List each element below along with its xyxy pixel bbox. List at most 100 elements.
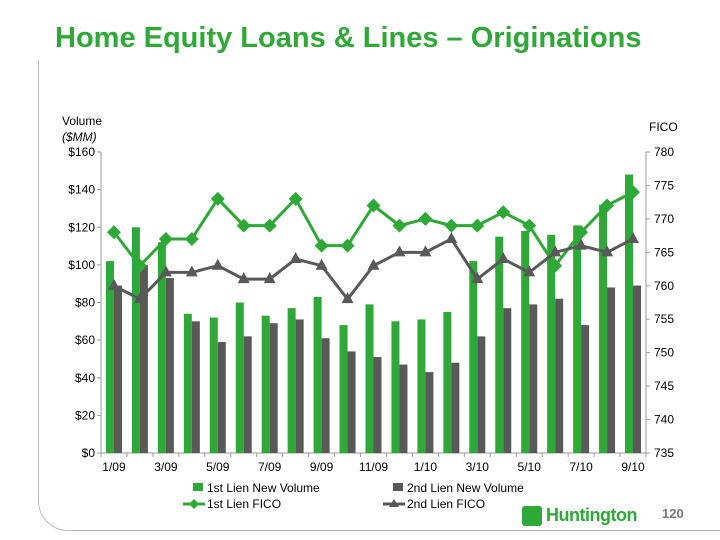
bar-2nd-lien	[139, 264, 148, 453]
bar-1st-lien	[209, 317, 218, 453]
diamond-marker	[288, 191, 303, 206]
x-tick-label: 5/10	[518, 460, 542, 474]
bar-1st-lien	[625, 174, 634, 453]
diamond-marker	[366, 198, 381, 213]
triangle-marker	[263, 272, 276, 284]
triangle-marker	[549, 245, 562, 257]
y-right-label: FICO	[649, 120, 678, 134]
bar-2nd-lien	[529, 304, 538, 453]
x-tick-label: 11/09	[359, 460, 388, 474]
y-left-tick-label: $40	[75, 371, 95, 385]
bar-2nd-lien	[347, 351, 356, 453]
y-right-tick-label: 770	[654, 212, 674, 226]
y-right-tick-label: 735	[654, 446, 674, 460]
diamond-marker	[626, 185, 641, 200]
y-left-tick-label: $160	[68, 145, 95, 159]
y-right-tick-label: 750	[654, 346, 674, 360]
bar-2nd-lien	[269, 323, 278, 453]
legend-label: 1st Lien FICO	[207, 497, 281, 511]
diamond-marker	[600, 198, 615, 213]
triangle-marker	[367, 258, 380, 270]
bar-2nd-lien	[373, 357, 382, 453]
x-tick-label: 7/10	[569, 460, 593, 474]
diamond-marker	[184, 231, 199, 246]
y-right-tick-label: 765	[654, 245, 674, 259]
x-tick-label: 1/10	[414, 460, 438, 474]
diamond-marker	[132, 258, 147, 273]
bar-1st-lien	[599, 204, 608, 453]
y-left-tick-label: $60	[75, 333, 95, 347]
legend-swatch	[393, 483, 403, 491]
y-right-tick-label: 745	[654, 379, 674, 393]
y-left-label: Volume	[62, 114, 103, 128]
diamond-marker	[340, 238, 355, 253]
bar-2nd-lien	[295, 319, 304, 453]
triangle-marker	[289, 252, 302, 264]
bar-1st-lien	[417, 319, 426, 453]
y-right-tick-label: 740	[654, 413, 674, 427]
bar-1st-lien	[183, 313, 192, 453]
triangle-marker	[523, 265, 536, 277]
legend-label: 2nd Lien New Volume	[407, 481, 524, 495]
bar-1st-lien	[547, 234, 556, 453]
triangle-marker	[497, 252, 510, 264]
diamond-marker	[574, 225, 589, 240]
bar-1st-lien	[573, 225, 582, 453]
triangle-marker	[107, 278, 120, 290]
triangle-marker	[315, 258, 328, 270]
bar-1st-lien	[391, 321, 400, 453]
bar-2nd-lien	[243, 336, 252, 453]
page-number: 120	[662, 506, 684, 521]
triangle-marker	[133, 292, 146, 304]
page-title: Home Equity Loans & Lines – Originations	[55, 22, 642, 54]
bar-2nd-lien	[451, 362, 460, 453]
triangle-marker	[341, 292, 354, 304]
diamond-marker	[236, 218, 251, 233]
y-right-tick-label: 780	[654, 145, 674, 159]
y-right-tick-label: 775	[654, 178, 674, 192]
bar-2nd-lien	[165, 278, 174, 453]
logo-text: Huntington	[546, 505, 637, 525]
legend-swatch	[193, 483, 203, 491]
diamond-marker	[470, 218, 485, 233]
triangle-marker	[185, 265, 198, 277]
bar-2nd-lien	[477, 336, 486, 453]
diamond-marker	[444, 218, 459, 233]
bar-1st-lien	[443, 311, 452, 453]
legend-label: 1st Lien New Volume	[207, 481, 320, 495]
y-left-tick-label: $120	[68, 220, 95, 234]
y-left-tick-label: $80	[75, 296, 95, 310]
bar-1st-lien	[469, 261, 478, 453]
triangle-marker	[159, 265, 172, 277]
bar-2nd-lien	[607, 287, 616, 453]
bar-1st-lien	[339, 325, 348, 453]
x-tick-label: 3/09	[154, 460, 178, 474]
diamond-marker	[210, 191, 225, 206]
bar-2nd-lien	[425, 372, 434, 453]
y-right-tick-label: 760	[654, 279, 674, 293]
bar-2nd-lien	[503, 308, 512, 453]
bar-2nd-lien	[217, 342, 226, 453]
triangle-marker	[601, 245, 614, 257]
bar-1st-lien	[313, 296, 322, 453]
diamond-marker	[314, 238, 329, 253]
diamond-marker	[418, 211, 433, 226]
x-tick-label: 7/09	[258, 460, 282, 474]
y-left-unit: ($MM)	[62, 130, 97, 144]
triangle-marker	[237, 272, 250, 284]
x-tick-label: 9/10	[621, 460, 645, 474]
logo-mark-icon	[522, 505, 542, 526]
diamond-marker	[158, 231, 173, 246]
bar-2nd-lien	[321, 338, 330, 453]
huntington-logo: Huntington	[522, 505, 637, 526]
y-left-tick-label: $0	[82, 446, 96, 460]
triangle-marker	[211, 258, 224, 270]
diamond-marker	[548, 258, 563, 273]
x-tick-label: 3/10	[466, 460, 490, 474]
diamond-marker	[262, 218, 277, 233]
bar-1st-lien	[365, 304, 374, 453]
bar-1st-lien	[235, 302, 244, 453]
bar-1st-lien	[157, 242, 166, 453]
bar-2nd-lien	[191, 321, 200, 453]
bar-1st-lien	[261, 315, 270, 453]
